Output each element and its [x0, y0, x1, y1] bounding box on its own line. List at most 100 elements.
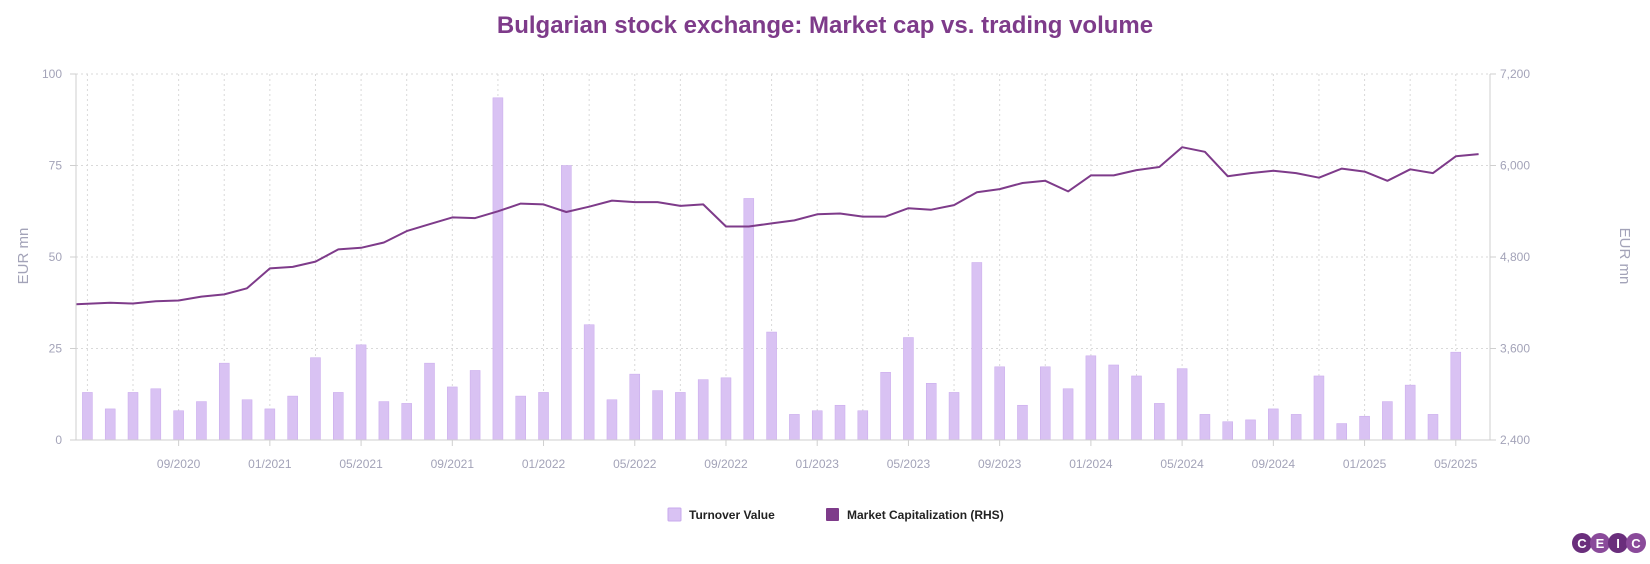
turnover-bar: [857, 410, 869, 441]
y-right-tick-label: 2,400: [1500, 433, 1530, 447]
turnover-bar: [333, 392, 344, 441]
turnover-bar: [1268, 408, 1279, 441]
x-tick-label: 01/2021: [248, 457, 292, 471]
market-cap-line-group: [75, 146, 1479, 306]
logo-circle: [1626, 533, 1646, 553]
turnover-bar: [1017, 404, 1028, 441]
legend-item-market-cap[interactable]: Market Capitalization (RHS): [826, 508, 1004, 522]
y-left-tick-label: 100: [42, 67, 62, 81]
turnover-bar: [150, 388, 162, 441]
turnover-bar: [880, 372, 891, 441]
turnover-bar: [1062, 388, 1074, 441]
y-left-tick-label: 0: [55, 433, 62, 447]
turnover-bar: [1359, 415, 1370, 441]
y-right-tick-label: 3,600: [1500, 342, 1530, 356]
legend[interactable]: Turnover Value Market Capitalization (RH…: [667, 507, 1004, 522]
turnover-bar: [606, 399, 618, 441]
turnover-bar: [1085, 355, 1097, 441]
turnover-bar: [1450, 351, 1462, 441]
turnover-bar: [561, 165, 572, 441]
turnover-bar: [1040, 366, 1051, 441]
turnover-bar: [1131, 375, 1142, 441]
x-tick-label: 09/2021: [431, 457, 475, 471]
x-tick-label: 01/2024: [1069, 457, 1113, 471]
x-tick-label: 05/2024: [1160, 457, 1204, 471]
turnover-bar: [424, 362, 435, 441]
turnover-bar: [104, 408, 116, 441]
x-tick-label: 01/2025: [1343, 457, 1387, 471]
turnover-bar: [925, 383, 937, 441]
y-right-tick-label: 4,800: [1500, 250, 1530, 264]
turnover-bar: [355, 344, 367, 441]
turnover-bar: [1222, 421, 1233, 441]
logo-letter: I: [1616, 536, 1620, 551]
turnover-bar: [789, 414, 800, 441]
turnover-bar: [1199, 414, 1211, 441]
x-tick-label: 01/2022: [522, 457, 566, 471]
turnover-bar: [1427, 414, 1439, 441]
legend-label-turnover: Turnover Value: [689, 508, 775, 522]
x-tick-label: 01/2023: [796, 457, 840, 471]
x-tick-label: 09/2023: [978, 457, 1022, 471]
legend-item-turnover[interactable]: Turnover Value: [667, 507, 775, 522]
turnover-bar: [1336, 423, 1348, 441]
x-tick-label: 09/2024: [1252, 457, 1296, 471]
legend-label-market-cap: Market Capitalization (RHS): [847, 508, 1004, 522]
turnover-bar: [469, 370, 481, 441]
turnover-bar: [401, 403, 412, 441]
turnover-bar: [652, 390, 663, 441]
y-left-tick-label: 50: [49, 250, 63, 264]
turnover-bar: [310, 357, 321, 441]
turnover-bars: [82, 97, 1462, 441]
y-axis-left-title: EUR mn: [15, 228, 32, 285]
grid: [76, 73, 1490, 441]
turnover-bar: [948, 392, 960, 441]
turnover-bar: [264, 408, 276, 441]
turnover-bar: [1245, 419, 1256, 441]
turnover-bar: [629, 373, 641, 441]
turnover-bar: [720, 377, 732, 441]
turnover-bar: [743, 198, 755, 441]
turnover-bar: [1108, 364, 1119, 441]
y-right-tick-label: 7,200: [1500, 67, 1530, 81]
legend-swatch-turnover: [667, 507, 682, 522]
turnover-bar: [766, 331, 777, 441]
turnover-bar: [515, 395, 526, 441]
turnover-bar: [583, 324, 595, 441]
turnover-bar: [1404, 384, 1416, 441]
axes: 0 25 50 75 100 2,400 3,600 4,800 6,000 7,200 09/20…: [42, 67, 1530, 471]
turnover-bar: [1382, 401, 1393, 441]
turnover-bar: [127, 392, 139, 441]
turnover-bar: [675, 392, 686, 441]
turnover-bar: [1313, 375, 1325, 441]
y-axis-right-title: EUR mn: [1616, 228, 1633, 285]
chart-title: Bulgarian stock exchange: Market cap vs.…: [496, 12, 1154, 39]
turnover-bar: [378, 401, 390, 441]
turnover-bar: [241, 399, 253, 441]
y-right-tick-label: 6,000: [1500, 159, 1530, 173]
turnover-bar: [287, 395, 298, 441]
turnover-bar: [994, 366, 1005, 441]
legend-swatch-market-cap: [826, 508, 839, 521]
turnover-bar: [1176, 368, 1188, 441]
x-tick-label: 05/2023: [887, 457, 931, 471]
turnover-bar: [82, 392, 93, 441]
x-tick-label: 05/2025: [1434, 457, 1478, 471]
turnover-bar: [1290, 414, 1302, 441]
turnover-bar: [903, 337, 914, 441]
y-left-tick-label: 75: [49, 159, 63, 173]
turnover-bar: [196, 401, 207, 441]
logo-circle: [1608, 533, 1628, 553]
x-tick-label: 09/2022: [704, 457, 748, 471]
turnover-bar: [447, 386, 458, 441]
logo-letter: C: [1577, 536, 1587, 551]
logo-circle: [1590, 533, 1610, 553]
turnover-bar: [697, 379, 709, 441]
x-tick-label: 05/2021: [339, 457, 383, 471]
x-tick-label: 05/2022: [613, 457, 657, 471]
turnover-bar: [538, 392, 549, 441]
turnover-bar: [173, 410, 184, 441]
turnover-bar: [218, 362, 230, 441]
turnover-bar: [1154, 403, 1165, 441]
